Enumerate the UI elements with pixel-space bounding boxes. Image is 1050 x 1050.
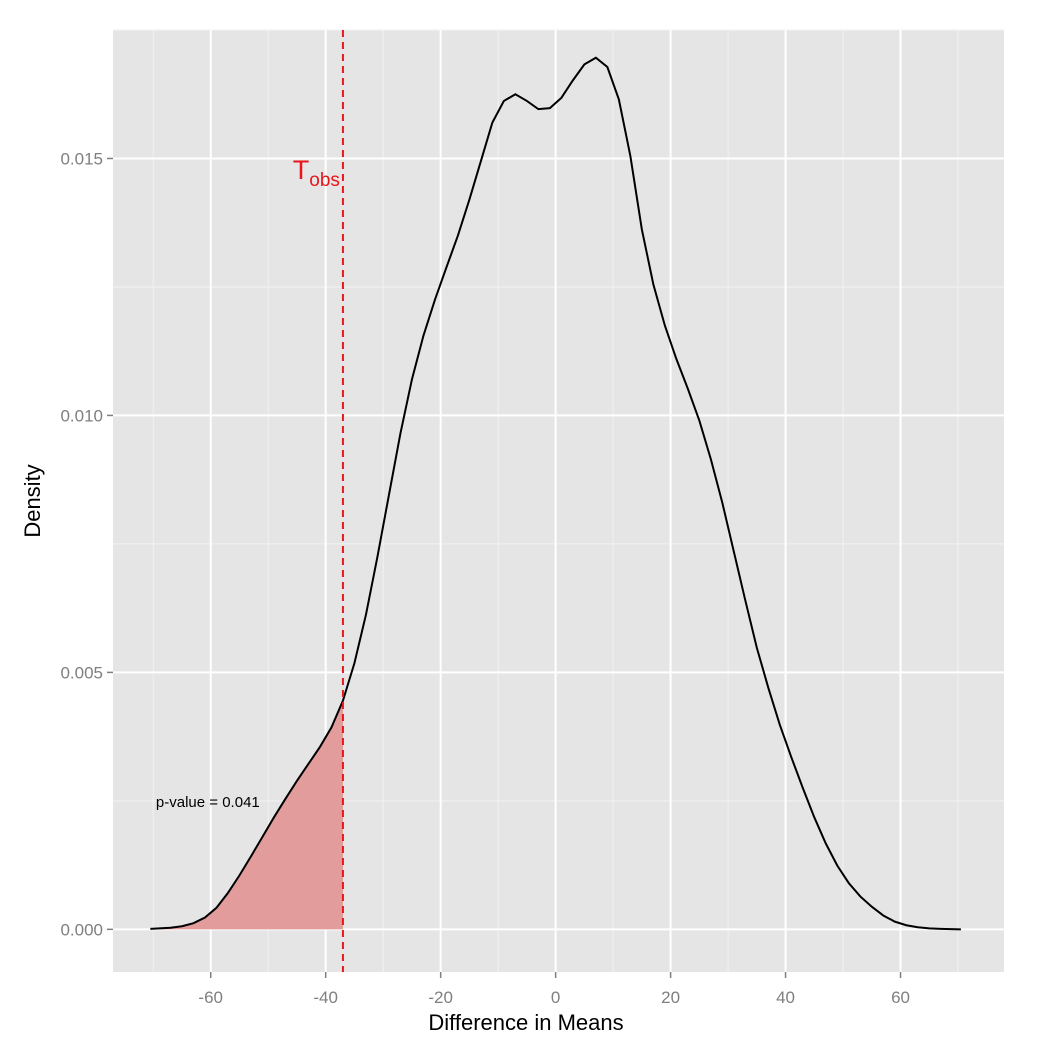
t-obs-label-sub: obs bbox=[309, 170, 340, 191]
t-obs-label: Tobs bbox=[293, 155, 340, 191]
p-value-shaded-region bbox=[150, 700, 343, 930]
y-axis-title: Density bbox=[20, 464, 45, 537]
t-obs-label-main: T bbox=[293, 155, 310, 185]
y-tick-label: 0.015 bbox=[60, 149, 103, 168]
x-tick-label: 0 bbox=[551, 988, 560, 1007]
density-curve bbox=[150, 56, 961, 931]
y-axis-ticks: 0.000 0.005 0.010 0.015 bbox=[60, 149, 113, 939]
x-tick-label: 20 bbox=[661, 988, 680, 1007]
p-value-annotation: p-value = 0.041 bbox=[156, 794, 260, 811]
x-tick-label: -40 bbox=[313, 988, 338, 1007]
x-axis-ticks: -60 -40 -20 0 20 40 60 bbox=[198, 972, 910, 1007]
x-tick-label: 40 bbox=[776, 988, 795, 1007]
grid-minor bbox=[113, 29, 1004, 972]
x-axis-title: Difference in Means bbox=[428, 1010, 623, 1035]
y-tick-label: 0.010 bbox=[60, 406, 103, 425]
y-tick-label: 0.000 bbox=[60, 920, 103, 939]
x-tick-label: 60 bbox=[891, 988, 910, 1007]
x-tick-label: -20 bbox=[428, 988, 453, 1007]
y-tick-label: 0.005 bbox=[60, 663, 103, 682]
plot-panel bbox=[113, 30, 1004, 972]
x-tick-label: -60 bbox=[198, 988, 223, 1007]
